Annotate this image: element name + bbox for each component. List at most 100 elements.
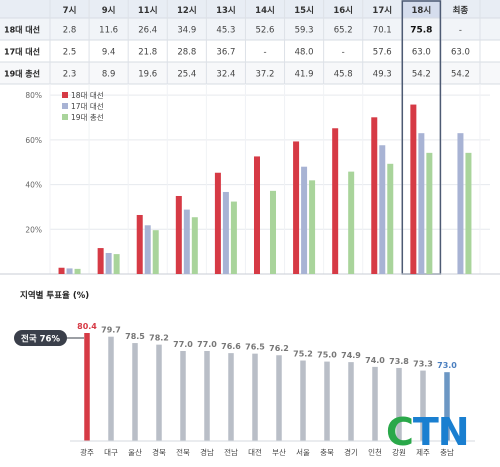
region-category-label: 경남 (200, 447, 214, 457)
table-header-cell: 16시 (333, 6, 353, 16)
bar-19th-general (387, 163, 394, 274)
bar-17th (222, 191, 229, 274)
region-bar (396, 367, 402, 441)
table-cell: 8.9 (102, 70, 116, 80)
bar-18th (58, 267, 65, 274)
table-header-cell: 14시 (255, 6, 275, 16)
region-category-label: 전남 (224, 447, 238, 457)
region-value-label: 76.6 (221, 342, 241, 351)
region-category-label: 서울 (296, 448, 310, 457)
region-category-label: 충남 (440, 448, 454, 457)
table-cell: 19.6 (138, 70, 157, 80)
bar-18th (214, 172, 221, 274)
table-header-cell: 9시 (102, 6, 116, 16)
region-bar (180, 351, 186, 441)
region-value-label: 73.8 (389, 357, 409, 366)
table-cell: 54.2 (451, 70, 470, 80)
table-cell: 41.9 (295, 70, 314, 80)
region-category-label: 경북 (152, 447, 166, 457)
bar-19th-general (230, 201, 237, 274)
region-bar (84, 333, 90, 441)
region-bar (372, 366, 378, 441)
bar-18th (175, 195, 182, 274)
region-category-label: 전북 (176, 447, 190, 457)
region-bar (444, 372, 450, 441)
hourly-turnout-table: 7시 9시 11시 12시 13시 14시 15시 16시 17시 18시 최종 18대 대선 2.8 1… (0, 0, 500, 85)
table-cell: 25.4 (177, 70, 196, 80)
table-header-cell: 15시 (294, 6, 314, 16)
region-bar (300, 360, 306, 441)
region-category-label: 부산 (272, 447, 286, 457)
region-value-label: 76.2 (269, 344, 289, 353)
bar-19th-general (191, 217, 198, 274)
table-header-cell: 13시 (216, 6, 236, 16)
region-value-label: 73.0 (437, 361, 457, 370)
table-cell: - (459, 26, 462, 36)
bar-19th-general (426, 152, 433, 274)
table-header-cell: 12시 (177, 6, 197, 16)
bar-19th-general (348, 171, 355, 274)
table-cell: 49.3 (373, 70, 392, 80)
bar-19th-general (269, 190, 276, 274)
bar-18th (332, 128, 339, 274)
legend-label: 18대 대선 (71, 91, 104, 100)
table-header-bg (0, 0, 500, 18)
table-cell: 63.0 (412, 48, 431, 58)
table-cell: 21.8 (138, 48, 157, 58)
region-value-label: 80.4 (77, 322, 97, 331)
region-value-label: 77.0 (173, 340, 193, 349)
bar-17th (301, 166, 308, 274)
legend-swatch (62, 92, 68, 98)
region-bar (348, 362, 354, 441)
table-cell: 45.8 (334, 70, 353, 80)
bar-18th (253, 156, 260, 274)
table-cell: 2.5 (63, 48, 77, 58)
table-cell: 2.3 (63, 70, 77, 80)
y-tick-label: 20% (25, 225, 42, 234)
region-category-label: 경기 (344, 447, 358, 457)
table-cell: 36.7 (216, 48, 235, 58)
y-tick-label: 40% (25, 181, 42, 190)
bar-17th (105, 252, 112, 274)
table-cell: - (263, 48, 266, 58)
region-category-label: 제주 (416, 448, 430, 457)
region-category-label: 광주 (80, 447, 94, 457)
region-value-label: 75.0 (317, 351, 337, 360)
table-highlight-header (401, 0, 441, 18)
region-value-label: 75.2 (293, 350, 313, 359)
region-value-label: 73.3 (413, 360, 433, 369)
region-category-label: 대전 (248, 447, 262, 457)
ctn-watermark-logo: CTN (386, 410, 470, 454)
region-category-label: 인천 (368, 447, 382, 457)
region-value-label: 74.0 (365, 356, 385, 365)
region-category-label: 울산 (128, 447, 142, 457)
bar-19th-general (74, 268, 81, 274)
region-value-label: 76.5 (245, 343, 265, 352)
region-bar (132, 343, 138, 441)
region-bar (420, 370, 426, 441)
regional-turnout-chart: 지역별 투표율 (%) 전국 76% 80.4 광주 79.7 대구 78.5 울산 78.2 경… (14, 290, 475, 457)
table-cell: - (342, 48, 345, 58)
table-cell: 70.1 (373, 26, 392, 36)
regional-chart-title: 지역별 투표율 (%) (20, 290, 89, 301)
region-bar (108, 336, 114, 441)
legend-label: 17대 대선 (71, 102, 104, 111)
bar-19th-general (465, 152, 472, 274)
table-header-cell: 17시 (372, 6, 392, 16)
table-header-cell: 7시 (63, 6, 77, 16)
y-tick-label: 80% (25, 91, 42, 100)
legend-swatch (62, 114, 68, 120)
region-bar (156, 344, 162, 441)
table-cell: 34.9 (177, 26, 196, 36)
table-cell: 11.6 (99, 26, 118, 36)
table-cell: 37.2 (256, 70, 275, 80)
table-cell: 26.4 (138, 26, 157, 36)
bar-19th-general (152, 230, 159, 274)
table-cell: 63.0 (451, 48, 470, 58)
table-row-bg (0, 40, 500, 62)
bar-19th-general (309, 180, 316, 274)
table-cell: 48.0 (295, 48, 314, 58)
region-bar (204, 351, 210, 441)
table-cell: 2.8 (63, 26, 77, 36)
region-value-label: 78.2 (149, 334, 169, 343)
